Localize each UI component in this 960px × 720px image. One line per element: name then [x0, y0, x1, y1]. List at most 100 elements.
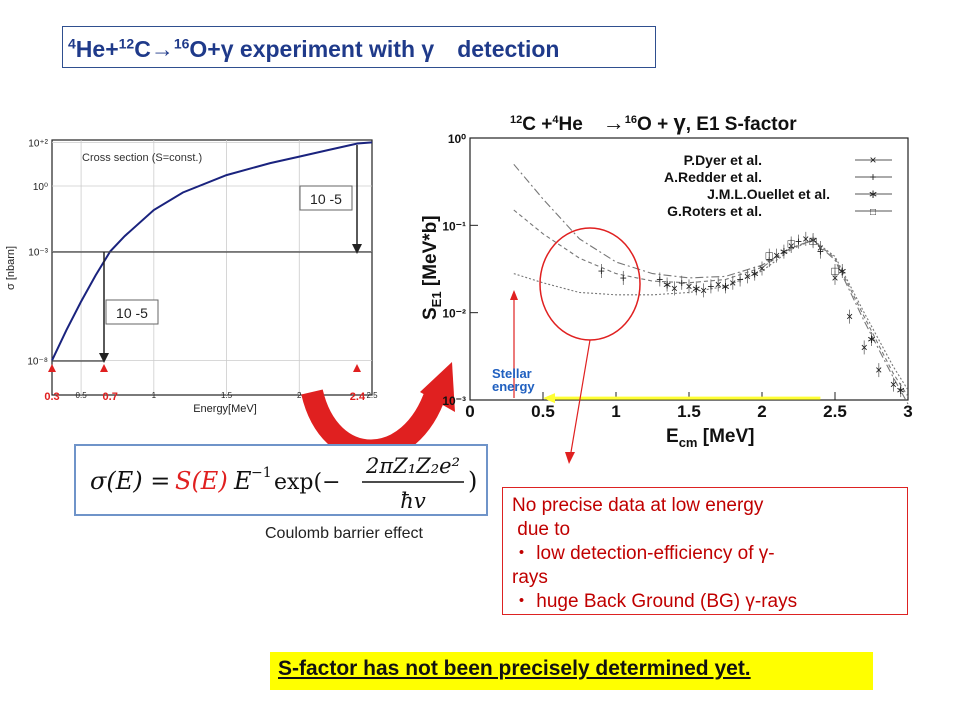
formula: σ(E) = S(E) E −1 exp(− 2πZ₁Z₂e² ħv )	[90, 454, 477, 513]
point-0-5: ×	[744, 269, 751, 283]
sfactor-xlabel-unit: [MeV]	[697, 426, 754, 447]
annotation-right-text: 10 -5	[310, 191, 342, 207]
conclusion-highlight	[270, 652, 873, 690]
legend-entry-ouellet: J.M.L.Ouellet et al.	[707, 186, 830, 202]
red-marker-0-7	[100, 364, 108, 372]
right-ytick-1: 10⁻¹	[442, 219, 466, 233]
right-ytick-0: 10⁰	[448, 132, 466, 146]
sfactor-title-d: He	[558, 114, 582, 135]
sfactor-xlabel-sub: cm	[679, 435, 698, 450]
sfactor-title-a: 12	[510, 114, 522, 126]
stellar-marker-head	[510, 290, 518, 300]
point-0-2: ×	[700, 283, 707, 297]
cross-section-title: Cross section (S=const.)	[82, 152, 202, 164]
point-0-0: ×	[671, 281, 678, 295]
transition-arrow-body	[301, 388, 447, 462]
formula-lhs: σ(E) =	[90, 467, 170, 495]
sfactor-title-b: C +	[522, 114, 552, 135]
right-xtick-4: 2	[757, 402, 766, 421]
sfactor-ylabel-main: S	[420, 307, 441, 320]
note-line-2: due to	[512, 519, 571, 540]
conclusion-text: S-factor has not been precisely determin…	[278, 657, 751, 680]
sfactor-fit-curves	[513, 163, 909, 405]
formula-e-term: E	[233, 467, 252, 495]
cross-section-ytick-labels: 10⁺² 10⁰ 10⁻³ 10⁻⁸	[27, 138, 48, 367]
note-line-1: No precise data at low energy	[512, 495, 764, 516]
page-title: 4He+12C→16O+γ experiment with γ detectio…	[68, 35, 560, 62]
sfactor-title-g: γ	[673, 110, 686, 135]
sfactor-ylabel-sub: E1	[429, 291, 444, 307]
sfactor-legend: P.Dyer et al. A.Redder et al. J.M.L.Ouel…	[664, 152, 892, 219]
point-0-15: ×	[890, 378, 897, 392]
left-xtick-5: 2	[297, 391, 302, 400]
left-xtick-0: 0.3	[44, 391, 59, 403]
title-box	[62, 26, 656, 68]
formula-exp: exp(−	[274, 470, 341, 495]
left-xtick-6: 2.4	[350, 391, 366, 403]
coulomb-label: Coulomb barrier effect	[265, 525, 423, 542]
point-0-4: ×	[729, 276, 736, 290]
point-0-13: ×	[861, 340, 868, 354]
point-2-1: ∗	[691, 281, 701, 295]
sfactor-xlabel-main: E	[666, 426, 679, 447]
formula-s-term: S(E)	[175, 467, 228, 495]
left-ytick-3: 10⁻⁸	[27, 356, 48, 367]
legend-entry-redder: A.Redder et al.	[664, 169, 762, 185]
right-xtick-5: 2.5	[823, 402, 847, 421]
sfactor-xtick-labels: 0 0.5 1 1.5 2 2.5 3	[465, 402, 912, 421]
point-2-6: ∗	[837, 264, 847, 278]
stellar-label-2: energy	[492, 379, 535, 394]
note-text: No precise data at low energy due to ・ lo…	[512, 494, 797, 614]
legend-marker-roters: □	[870, 207, 876, 218]
legend-marker-redder: +	[869, 170, 876, 184]
legend-entry-roters: G.Roters et al.	[667, 203, 762, 219]
cross-section-xtick-labels: 0.3 0.5 0.7 1 1.5 2 2.4 2.5	[44, 391, 378, 403]
point-0-6: ×	[758, 262, 765, 276]
point-0-9: ×	[802, 232, 809, 246]
point-0-1: ×	[685, 279, 692, 293]
point-3-3: □	[831, 264, 838, 278]
left-xtick-1: 0.5	[76, 391, 88, 400]
point-1-7: +	[795, 235, 802, 249]
left-xtick-2: 0.7	[103, 391, 118, 403]
point-1-2: +	[656, 272, 663, 286]
point-2-3: ∗	[750, 267, 760, 281]
point-3-1: □	[788, 236, 795, 250]
point-1-4: +	[707, 279, 714, 293]
left-xtick-7: 2.5	[366, 391, 378, 400]
left-xtick-3: 1	[152, 391, 157, 400]
formula-box	[74, 444, 488, 516]
formula-close: )	[468, 467, 477, 495]
point-0-14: ×	[875, 363, 882, 377]
callout-line	[569, 339, 591, 459]
formula-denominator: ħv	[400, 489, 426, 513]
right-xtick-3: 1.5	[677, 402, 701, 421]
sfactor-title-arrow: →	[603, 110, 625, 135]
point-3-0: □	[766, 249, 773, 263]
red-marker-0-3	[48, 364, 56, 372]
point-2-7: ∗	[866, 332, 876, 346]
callout-arrow-head	[565, 452, 575, 464]
transition-arrow-head	[420, 362, 455, 412]
left-ytick-2: 10⁻³	[28, 247, 48, 258]
stellar-label-1: Stellar	[492, 366, 532, 381]
sfactor-data-points: × × × × × ×××××××××××+ + + + + ++++∗ ∗ ∗∗∗∗∗∗∗□□ □□	[598, 231, 906, 398]
point-1-5: +	[737, 272, 744, 286]
note-box	[502, 487, 908, 615]
sfactor-ticks	[469, 137, 909, 401]
point-0-3: ×	[715, 278, 722, 292]
annotation-box-left	[105, 299, 159, 325]
left-xtick-4: 1.5	[221, 391, 233, 400]
arrow-head-left	[99, 353, 109, 363]
point-3-2: □	[809, 234, 816, 248]
cross-section-xlabel: Energy[MeV]	[193, 403, 257, 415]
point-1-3: +	[678, 276, 685, 290]
point-0-7: ×	[773, 249, 780, 263]
stellar-energy-bar-head	[543, 393, 555, 404]
right-xtick-0: 0	[465, 402, 474, 421]
legend-entry-dyer: P.Dyer et al.	[684, 152, 762, 168]
right-xtick-2: 1	[611, 402, 620, 421]
note-line-3: ・ low detection-efficiency of γ-	[512, 543, 775, 564]
sfactor-xlabel: Ecm [MeV]	[666, 426, 754, 450]
point-0-12: ×	[846, 310, 853, 324]
